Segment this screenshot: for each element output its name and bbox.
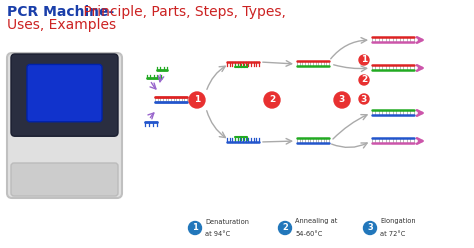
Text: 3: 3	[339, 95, 345, 104]
Text: 2: 2	[269, 95, 275, 104]
Circle shape	[359, 94, 369, 104]
Text: Annealing at: Annealing at	[295, 218, 337, 224]
Text: 54-60°C: 54-60°C	[295, 231, 322, 238]
Text: Principle, Parts, Steps, Types,: Principle, Parts, Steps, Types,	[79, 5, 286, 19]
FancyBboxPatch shape	[27, 64, 102, 122]
Text: 2: 2	[282, 223, 288, 233]
Circle shape	[359, 55, 369, 65]
Text: at 72°C: at 72°C	[380, 231, 405, 238]
Circle shape	[189, 221, 201, 235]
Text: Elongation: Elongation	[380, 218, 416, 224]
Text: 1: 1	[361, 56, 367, 64]
Text: at 94°C: at 94°C	[205, 231, 230, 238]
Circle shape	[189, 92, 205, 108]
Circle shape	[359, 75, 369, 85]
Text: 2: 2	[361, 75, 367, 85]
FancyBboxPatch shape	[11, 54, 118, 136]
FancyBboxPatch shape	[11, 163, 118, 196]
Circle shape	[334, 92, 350, 108]
Text: 3: 3	[361, 94, 367, 103]
Text: Denaturation: Denaturation	[205, 218, 249, 224]
Text: 1: 1	[194, 95, 200, 104]
FancyBboxPatch shape	[7, 53, 122, 198]
Text: 1: 1	[192, 223, 198, 233]
Circle shape	[264, 92, 280, 108]
Circle shape	[279, 221, 292, 235]
Text: Uses, Examples: Uses, Examples	[7, 18, 116, 32]
Text: 3: 3	[367, 223, 373, 233]
Circle shape	[364, 221, 376, 235]
Text: PCR Machine-: PCR Machine-	[7, 5, 114, 19]
